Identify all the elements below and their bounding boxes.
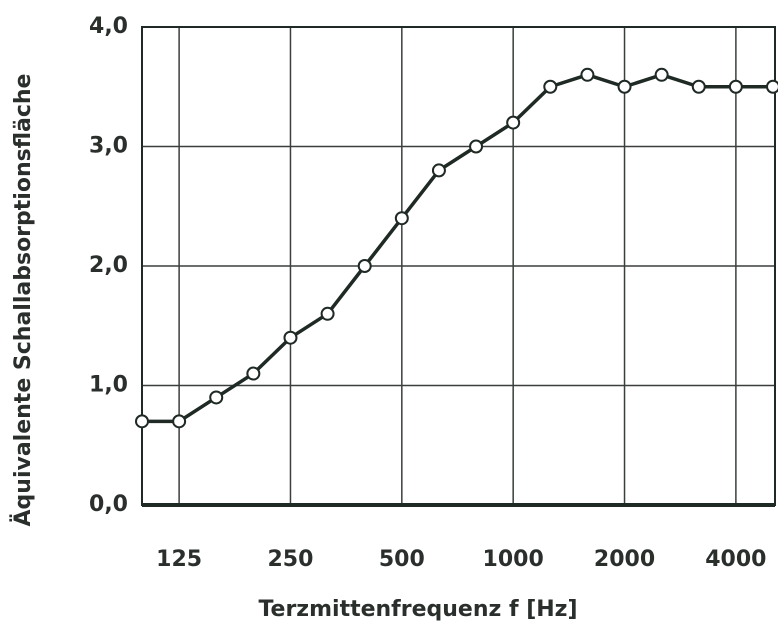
point: [431, 163, 446, 178]
point: [506, 115, 521, 130]
point: [654, 67, 669, 82]
point: [357, 259, 372, 273]
point: [246, 366, 261, 381]
point: [135, 414, 149, 429]
x-tick-label: 500: [379, 547, 425, 572]
x-axis-label: Terzmittenfrequenz f [Hz]: [258, 597, 577, 622]
x-tick-label: 125: [156, 547, 202, 572]
point: [691, 79, 706, 94]
line: [142, 73, 773, 424]
point: [172, 414, 187, 429]
point: [580, 67, 595, 82]
point: [543, 79, 558, 94]
y-axis-label: Äquivalente Schallabsorptionsfläche: [10, 74, 36, 527]
point: [320, 306, 335, 321]
point: [766, 79, 778, 94]
x-tick-label: 2000: [594, 547, 655, 572]
point: [283, 330, 298, 345]
point: [617, 79, 632, 94]
point: [728, 79, 743, 94]
y-tick-label: 1,0: [89, 373, 128, 398]
y-tick-label: 3,0: [89, 134, 128, 159]
x-tick-label: 250: [268, 547, 314, 572]
point: [394, 211, 409, 226]
y-tick-label: 2,0: [89, 253, 128, 278]
x-tick-label: 4000: [705, 547, 766, 572]
y-tick-label: 4,0: [89, 14, 128, 39]
x-tick-label: 1000: [483, 547, 544, 572]
point: [209, 390, 224, 405]
y-tick-label: 0,0: [89, 492, 128, 517]
point: [469, 139, 484, 154]
